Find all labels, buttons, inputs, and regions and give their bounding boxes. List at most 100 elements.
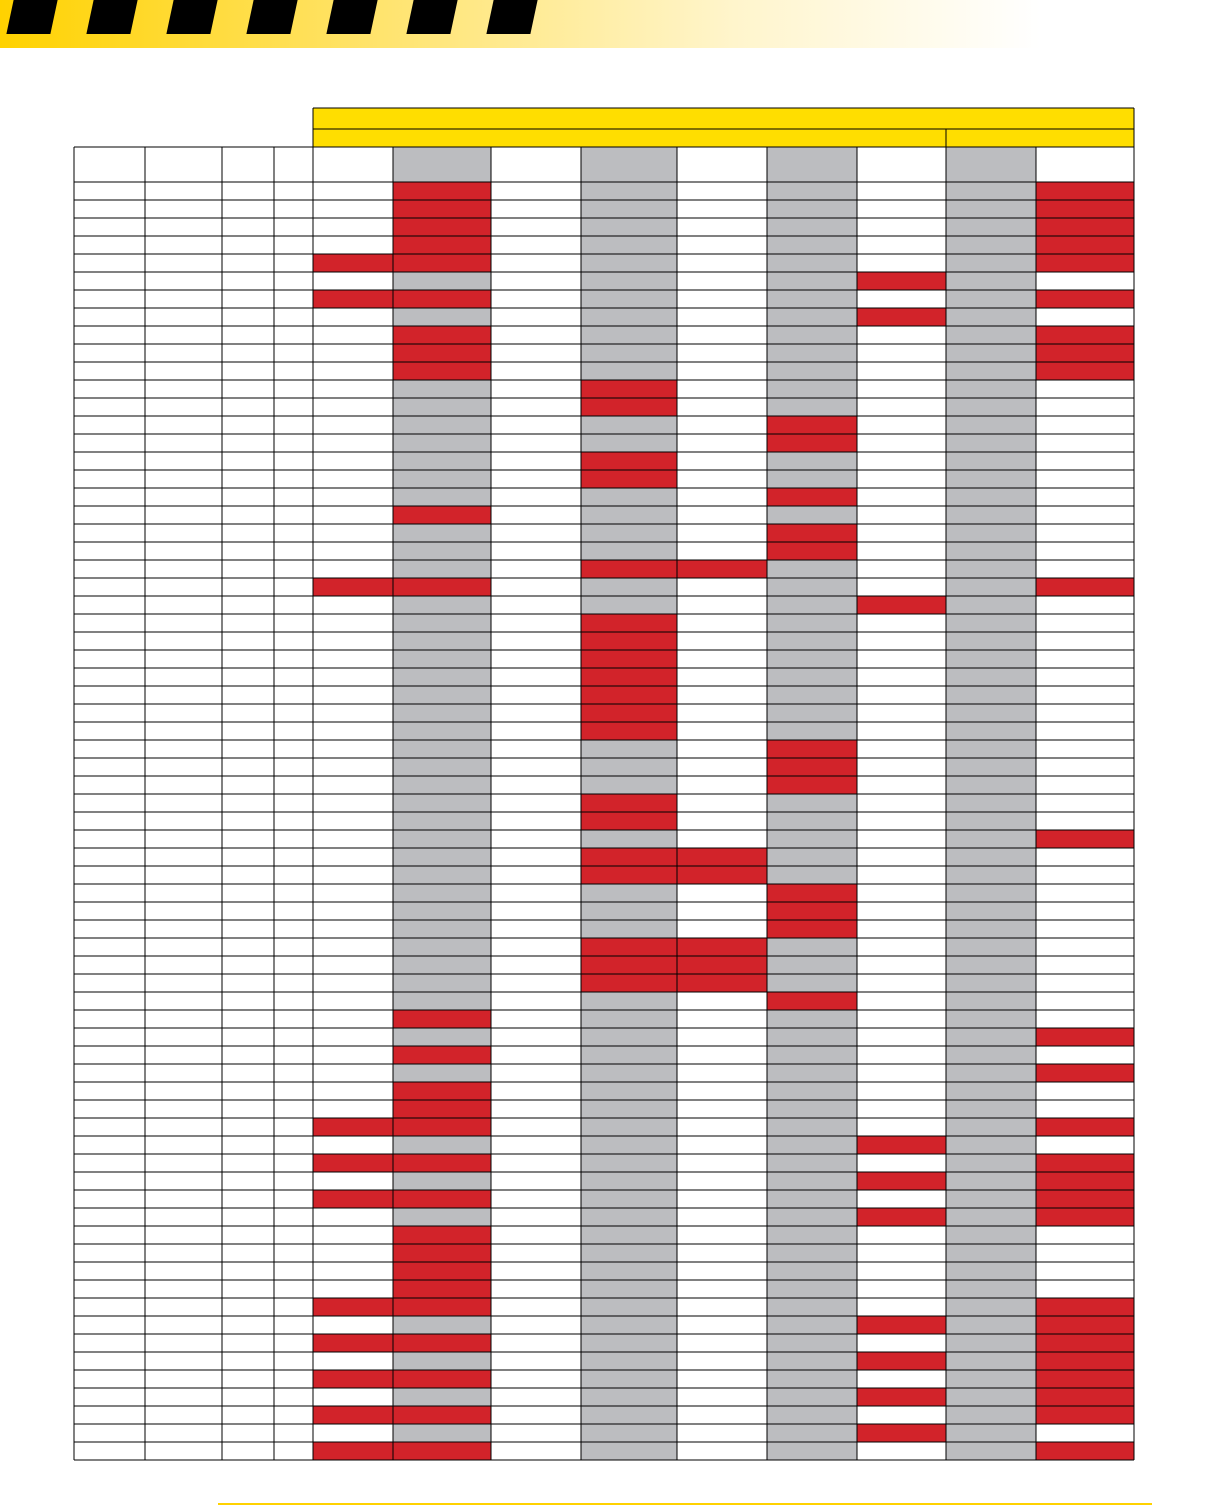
red-cell <box>581 650 677 668</box>
top-banner <box>0 0 1224 48</box>
red-cell <box>581 866 677 884</box>
red-cell <box>1036 1208 1134 1226</box>
red-cell <box>1036 254 1134 272</box>
red-cell <box>1036 1352 1134 1370</box>
red-cell <box>1036 1298 1134 1316</box>
red-cell <box>393 578 491 596</box>
red-cell <box>857 308 946 326</box>
red-cell <box>1036 236 1134 254</box>
red-cell <box>393 1406 491 1424</box>
red-cell <box>1036 1028 1134 1046</box>
red-cell <box>1036 1172 1134 1190</box>
red-cell <box>581 848 677 866</box>
red-cell <box>393 200 491 218</box>
red-cell <box>857 1316 946 1334</box>
red-cell <box>767 740 857 758</box>
red-cell <box>393 290 491 308</box>
red-cell <box>313 1406 393 1424</box>
red-cell <box>857 1136 946 1154</box>
red-cell <box>313 1190 393 1208</box>
red-cell <box>393 1046 491 1064</box>
red-cell <box>393 1100 491 1118</box>
red-cell <box>393 1226 491 1244</box>
red-cell <box>677 560 767 578</box>
red-cell <box>677 956 767 974</box>
red-cell <box>393 1244 491 1262</box>
red-cell <box>393 326 491 344</box>
red-cell <box>393 1280 491 1298</box>
red-cell <box>581 380 677 398</box>
red-cell <box>767 488 857 506</box>
red-cell <box>677 866 767 884</box>
red-cell <box>677 938 767 956</box>
red-cell <box>393 1442 491 1460</box>
red-cell <box>313 1154 393 1172</box>
red-cell <box>1036 578 1134 596</box>
red-cell <box>393 1082 491 1100</box>
red-cell <box>857 1352 946 1370</box>
red-cell <box>1036 344 1134 362</box>
gray-column-fill <box>767 147 857 1460</box>
red-cell <box>1036 326 1134 344</box>
red-cell <box>1036 1064 1134 1082</box>
red-cell <box>1036 1154 1134 1172</box>
red-cell <box>393 1010 491 1028</box>
header-yellow-band <box>313 108 1134 147</box>
red-cell <box>857 1388 946 1406</box>
red-cell <box>581 956 677 974</box>
red-cell <box>1036 182 1134 200</box>
red-cell <box>313 1118 393 1136</box>
red-cell <box>857 1208 946 1226</box>
red-cell <box>393 182 491 200</box>
red-cell <box>581 614 677 632</box>
red-cell <box>581 938 677 956</box>
red-cell <box>767 542 857 560</box>
red-cell <box>767 416 857 434</box>
red-cell <box>857 1424 946 1442</box>
red-cell <box>581 632 677 650</box>
red-cell <box>581 398 677 416</box>
red-cell <box>677 848 767 866</box>
red-cell <box>1036 362 1134 380</box>
red-cell <box>581 560 677 578</box>
red-cell <box>767 884 857 902</box>
red-cell <box>393 218 491 236</box>
red-cell <box>581 722 677 740</box>
footer-rule <box>218 1503 1152 1505</box>
red-cell <box>1036 1334 1134 1352</box>
red-cell <box>393 506 491 524</box>
red-cell <box>1036 1316 1134 1334</box>
red-cell <box>393 344 491 362</box>
gray-column-fill <box>946 147 1036 1460</box>
red-cell <box>313 1442 393 1460</box>
red-cell <box>313 578 393 596</box>
red-cell <box>581 812 677 830</box>
red-cell <box>393 1298 491 1316</box>
red-cell <box>1036 290 1134 308</box>
red-cell <box>1036 1190 1134 1208</box>
red-cell <box>857 1172 946 1190</box>
red-cell <box>581 794 677 812</box>
red-cell <box>1036 1118 1134 1136</box>
red-cell <box>767 992 857 1010</box>
red-cell <box>767 758 857 776</box>
red-cell <box>393 1334 491 1352</box>
red-cell <box>1036 218 1134 236</box>
red-cell <box>313 1370 393 1388</box>
red-cell <box>581 668 677 686</box>
red-cell <box>1036 1370 1134 1388</box>
red-cell <box>1036 200 1134 218</box>
red-cell <box>313 1298 393 1316</box>
red-cell <box>677 974 767 992</box>
red-cell <box>393 1262 491 1280</box>
red-cell <box>1036 1406 1134 1424</box>
red-cell <box>767 776 857 794</box>
red-cell <box>581 452 677 470</box>
red-cell <box>393 1190 491 1208</box>
red-cell <box>857 272 946 290</box>
red-cell <box>1036 830 1134 848</box>
red-cell <box>393 1118 491 1136</box>
red-cell <box>313 290 393 308</box>
red-cell <box>393 1154 491 1172</box>
